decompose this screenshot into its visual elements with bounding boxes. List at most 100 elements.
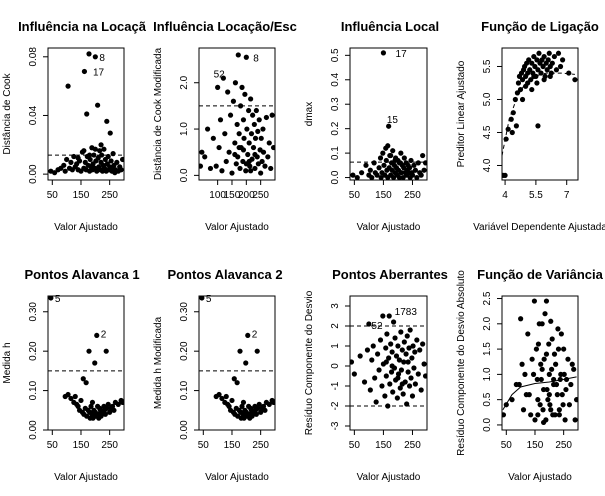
data-point <box>377 155 384 161</box>
data-point <box>383 359 389 365</box>
data-point <box>246 107 252 114</box>
x-tick-label: 250 <box>101 190 118 201</box>
data-point <box>99 152 105 158</box>
point-label: 5 <box>206 294 212 305</box>
data-point <box>89 399 96 406</box>
data-point <box>409 393 416 399</box>
x-tick-label: 7 <box>564 190 570 201</box>
data-point <box>404 401 410 407</box>
data-point <box>383 373 389 379</box>
plot-frame <box>47 47 125 181</box>
y-tick-label: 2.0 <box>179 75 190 89</box>
data-point <box>249 413 255 419</box>
data-point <box>235 52 241 58</box>
data-point <box>548 407 554 413</box>
data-point <box>369 357 375 363</box>
data-point <box>364 347 371 353</box>
y-tick-label: 0.20 <box>28 341 39 361</box>
data-point <box>397 385 403 391</box>
data-point <box>248 131 255 137</box>
y-tick-label: 0.5 <box>330 48 341 62</box>
data-point <box>540 63 546 70</box>
data-point <box>390 319 397 325</box>
data-point <box>535 123 541 129</box>
data-point <box>395 375 401 381</box>
point-label: 2 <box>252 329 258 340</box>
x-tick-label: 250 <box>555 440 572 451</box>
data-point <box>250 144 257 151</box>
data-point <box>234 121 240 128</box>
y-tick-label: 0.0 <box>482 418 493 432</box>
data-point <box>519 361 525 367</box>
data-point <box>232 151 238 158</box>
data-point <box>226 403 232 409</box>
data-point <box>389 363 395 369</box>
data-point <box>48 296 54 301</box>
data-point <box>266 140 272 146</box>
data-point <box>88 403 94 409</box>
data-point <box>374 172 380 178</box>
data-point <box>250 112 256 118</box>
plot-frame <box>501 295 579 431</box>
panel-7: Pontos Aberrantes Valor Ajustado Resíduo C… <box>304 267 448 483</box>
data-point <box>383 345 389 351</box>
data-point <box>119 156 124 163</box>
data-point <box>530 371 537 377</box>
data-point <box>387 381 393 387</box>
data-point <box>569 361 575 367</box>
data-point <box>551 376 557 383</box>
data-point <box>87 156 93 163</box>
y-tick-label: 0.0 <box>179 168 190 182</box>
data-point <box>248 168 254 174</box>
data-point <box>64 156 70 163</box>
data-point <box>51 170 58 176</box>
x-tick-label: 250 <box>404 440 421 451</box>
data-point <box>553 361 559 367</box>
data-point <box>202 154 208 160</box>
data-point <box>519 96 526 103</box>
data-point <box>422 160 427 166</box>
data-point <box>568 381 574 388</box>
data-point <box>540 419 547 426</box>
data-point <box>515 80 522 86</box>
chart-title: Pontos Alavanca 1 <box>24 267 139 282</box>
y-tick-label: 0.10 <box>179 380 190 400</box>
data-point <box>229 170 235 176</box>
data-point <box>226 149 232 155</box>
data-point <box>110 151 116 157</box>
data-point <box>558 331 564 337</box>
y-tick-label: 0.1 <box>330 146 341 160</box>
point-label: 5 <box>55 294 61 305</box>
data-point <box>541 77 547 83</box>
data-point <box>240 147 247 153</box>
data-point <box>560 402 566 408</box>
data-point <box>252 135 259 141</box>
data-point <box>393 353 400 359</box>
data-point <box>392 335 398 341</box>
data-point <box>354 174 360 180</box>
data-point <box>572 77 578 83</box>
data-point <box>502 172 508 178</box>
data-point <box>383 157 389 164</box>
data-point <box>104 405 110 411</box>
y-tick-label: 0.30 <box>179 302 190 322</box>
data-point <box>380 150 386 156</box>
data-point <box>253 411 259 417</box>
y-tick-label: 4.5 <box>482 125 493 139</box>
data-point <box>92 360 98 366</box>
y-tick-label: 0.00 <box>28 164 39 184</box>
data-point <box>370 343 376 349</box>
data-point <box>414 174 420 180</box>
y-tick-label: 2.5 <box>482 291 493 305</box>
data-point <box>549 60 555 66</box>
data-point <box>573 397 578 403</box>
plot-frame <box>501 47 579 181</box>
data-point <box>421 361 427 367</box>
x-tick-label: 200 <box>238 190 255 201</box>
y-tick-label: 0.3 <box>330 97 341 111</box>
data-point <box>517 86 524 93</box>
data-point <box>357 353 363 359</box>
chart-title: Influência Local <box>341 19 439 34</box>
data-point <box>97 148 103 154</box>
data-point <box>529 86 535 93</box>
